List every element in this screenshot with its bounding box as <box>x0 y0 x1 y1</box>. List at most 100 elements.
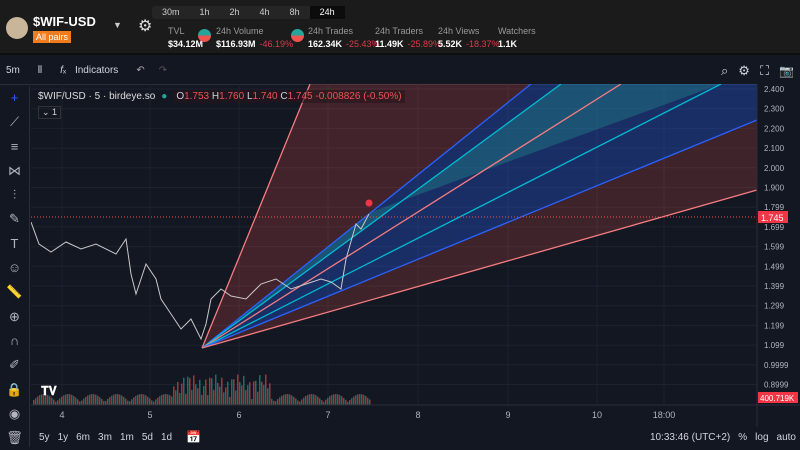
ruler-icon[interactable]: 📏 <box>6 284 23 300</box>
time-tick: 18:00 <box>653 410 676 420</box>
price-chart[interactable]: 2.400 2.300 2.200 2.100 2.000 1.900 1.799 1.699… <box>31 84 800 427</box>
trash-icon[interactable]: 🗑 <box>6 430 23 446</box>
range-5d[interactable]: 5d <box>141 431 153 443</box>
crosshair-icon[interactable]: + <box>10 90 19 105</box>
volume-bar <box>161 394 163 405</box>
tab-1h[interactable]: 1h <box>199 7 210 17</box>
volume-bar <box>239 381 241 405</box>
fan-line[interactable] <box>201 84 532 349</box>
volume-bar <box>79 401 81 405</box>
tab-30m[interactable]: 30m <box>162 7 180 17</box>
emoji-icon[interactable]: ☺ <box>7 260 22 276</box>
percent-toggle[interactable]: % <box>738 431 748 443</box>
settings-icon[interactable]: ⚙ <box>738 62 750 78</box>
tab-24h[interactable]: 24h <box>309 6 345 19</box>
calendar-icon[interactable]: 📅 <box>186 430 202 444</box>
all-pairs-badge[interactable]: All pairs <box>33 31 72 43</box>
text-icon[interactable]: T <box>10 235 19 251</box>
time-tick: 10 <box>592 410 602 420</box>
volume-bar <box>331 395 333 405</box>
tab-4h[interactable]: 4h <box>259 7 270 17</box>
price-tick: 1.900 <box>764 184 785 193</box>
collapse-legend-button[interactable]: ⌄ 1 <box>38 106 62 119</box>
brush-icon[interactable]: ✎ <box>9 211 20 227</box>
range-3m[interactable]: 3m <box>98 431 112 443</box>
pattern-icon[interactable]: ⋈ <box>8 162 21 178</box>
volume-bar <box>113 394 115 405</box>
candle-type-icon[interactable]: ⫴ <box>37 65 43 76</box>
volume-bar <box>301 399 303 405</box>
fan-line[interactable] <box>201 84 722 349</box>
chevron-down-icon[interactable]: ▼ <box>113 20 122 30</box>
volume-bar <box>61 396 63 405</box>
fan-line[interactable] <box>201 189 758 349</box>
price-tick: 2.100 <box>764 144 785 153</box>
redo-icon[interactable]: ↷ <box>158 65 168 76</box>
volume-bar <box>189 378 191 405</box>
volume-bar <box>97 395 99 405</box>
volume-bar <box>263 384 265 405</box>
range-1d[interactable]: 1d <box>160 431 173 443</box>
fan-line[interactable] <box>201 119 758 349</box>
volume-bar <box>139 394 141 405</box>
range-6m[interactable]: 6m <box>76 431 91 443</box>
volume-bar <box>147 396 149 405</box>
volume-bar <box>243 375 245 405</box>
price-tick: 2.200 <box>764 124 785 133</box>
volume-bar <box>173 386 175 405</box>
volume-bar <box>349 400 351 405</box>
volume-bar <box>133 397 135 405</box>
volume-bar <box>127 400 129 405</box>
replay-icon[interactable]: ⌕ <box>721 62 729 78</box>
lock-icon[interactable]: 🔒 <box>6 381 23 397</box>
tab-2h[interactable]: 2h <box>229 7 240 17</box>
fib-icon[interactable]: ≡ <box>10 138 19 154</box>
log-toggle[interactable]: log <box>755 431 769 443</box>
volume-bar <box>273 400 275 405</box>
volume-bar <box>117 394 119 405</box>
stat-views: 24h Views 5.52K -18.37% <box>438 26 500 49</box>
fan-line[interactable] <box>201 84 311 349</box>
volume-bar <box>35 398 37 405</box>
volume-bar <box>85 396 87 405</box>
buy-sell-pie-icon <box>198 29 211 42</box>
volume-bar <box>363 394 365 405</box>
volume-bar <box>233 379 235 405</box>
volume-bar <box>257 391 259 405</box>
volume-bar <box>51 397 53 405</box>
volume-bar <box>249 382 251 405</box>
fullscreen-icon[interactable]: ⛶ <box>759 62 770 78</box>
volume-bar <box>49 396 51 405</box>
volume-bar <box>47 394 49 405</box>
stat-volume: 24h Volume $116.93M -46.19% <box>216 26 294 49</box>
interval-button[interactable]: 5m <box>6 65 20 76</box>
volume-bar <box>103 401 105 405</box>
range-1y[interactable]: 1y <box>57 431 69 443</box>
auto-toggle[interactable]: auto <box>776 431 796 443</box>
indicators-button[interactable]: fₓ Indicators <box>60 65 119 76</box>
volume-bar <box>309 394 311 405</box>
tab-8h[interactable]: 8h <box>289 7 300 17</box>
volume-bar <box>63 395 65 405</box>
undo-icon[interactable]: ↶ <box>136 65 145 76</box>
fan-line[interactable] <box>201 84 622 349</box>
fan-line[interactable] <box>201 84 562 349</box>
range-1m[interactable]: 1m <box>119 431 134 443</box>
lock-draw-icon[interactable]: ✐ <box>9 357 20 373</box>
magnet-icon[interactable]: ∩ <box>9 332 20 348</box>
projection-icon[interactable]: ⫶ <box>12 187 17 203</box>
volume-bar <box>175 390 177 405</box>
gear-icon[interactable]: ⚙ <box>138 18 153 35</box>
range-5y[interactable]: 5y <box>39 431 50 443</box>
zoom-in-icon[interactable]: ⊕ <box>9 308 20 324</box>
volume-bar <box>105 400 107 405</box>
alert-dot[interactable] <box>365 199 373 207</box>
volume-bar <box>57 400 59 405</box>
volume-bar <box>107 398 109 405</box>
volume-bar <box>177 381 179 405</box>
volume-bar <box>211 378 213 405</box>
trend-line-icon[interactable]: ⟋ <box>9 114 20 130</box>
camera-icon[interactable]: 📷 <box>779 63 794 78</box>
volume-bar <box>333 394 335 405</box>
eye-icon[interactable]: ◉ <box>8 405 21 421</box>
